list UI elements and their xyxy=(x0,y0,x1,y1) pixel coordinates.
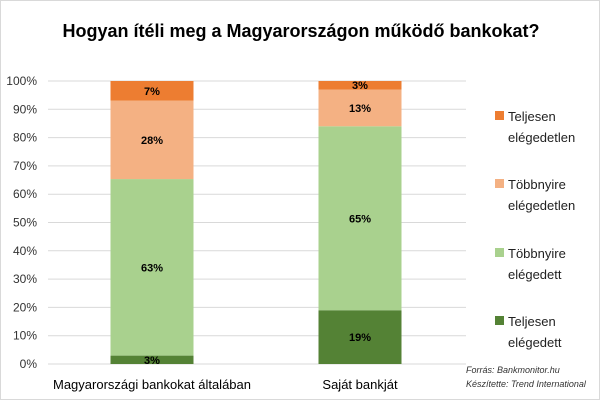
bar-segment xyxy=(318,89,402,127)
legend-label: Teljesen xyxy=(508,109,556,124)
x-category-label: Saját bankját xyxy=(322,377,398,392)
bar-segment xyxy=(318,126,402,311)
bar-segment xyxy=(110,179,194,356)
legend-label: elégedett xyxy=(508,267,562,282)
y-tick-label: 40% xyxy=(13,244,37,258)
legend-swatch xyxy=(495,179,504,188)
y-tick-label: 30% xyxy=(13,272,37,286)
legend-label: Teljesen xyxy=(508,314,556,329)
data-label: 63% xyxy=(141,262,163,274)
data-label: 13% xyxy=(349,103,371,115)
y-tick-label: 90% xyxy=(13,102,37,116)
y-tick-label: 10% xyxy=(13,329,37,343)
bar-segment xyxy=(110,355,194,364)
y-tick-label: 0% xyxy=(20,357,38,371)
data-label: 7% xyxy=(144,86,160,98)
legend-swatch xyxy=(495,111,504,120)
legend-swatch xyxy=(495,316,504,325)
data-label: 65% xyxy=(349,213,371,225)
y-tick-label: 100% xyxy=(6,74,37,88)
bar-segment xyxy=(318,81,402,90)
y-tick-label: 70% xyxy=(13,159,37,173)
source-note: Készítette: Trend International xyxy=(466,379,587,389)
data-label: 3% xyxy=(144,355,160,367)
legend-label: elégedett xyxy=(508,335,562,350)
bar-segment xyxy=(110,81,194,101)
bar-segment xyxy=(318,310,402,364)
legend-swatch xyxy=(495,248,504,257)
source-note: Forrás: Bankmonitor.hu xyxy=(466,365,560,375)
y-tick-label: 20% xyxy=(13,300,37,314)
legend-label: elégedetlen xyxy=(508,130,575,145)
y-tick-label: 50% xyxy=(13,216,37,230)
legend-label: elégedetlen xyxy=(508,198,575,213)
legend-label: Többnyire xyxy=(508,177,566,192)
data-label: 19% xyxy=(349,332,371,344)
data-label: 3% xyxy=(352,80,368,92)
y-tick-label: 60% xyxy=(13,187,37,201)
bar-segment xyxy=(110,100,194,180)
chart-title: Hogyan ítéli meg a Magyarországon működő… xyxy=(62,21,540,41)
x-category-label: Magyarországi bankokat általában xyxy=(53,377,251,392)
data-label: 28% xyxy=(141,135,163,147)
legend-label: Többnyire xyxy=(508,246,566,261)
y-tick-label: 80% xyxy=(13,131,37,145)
